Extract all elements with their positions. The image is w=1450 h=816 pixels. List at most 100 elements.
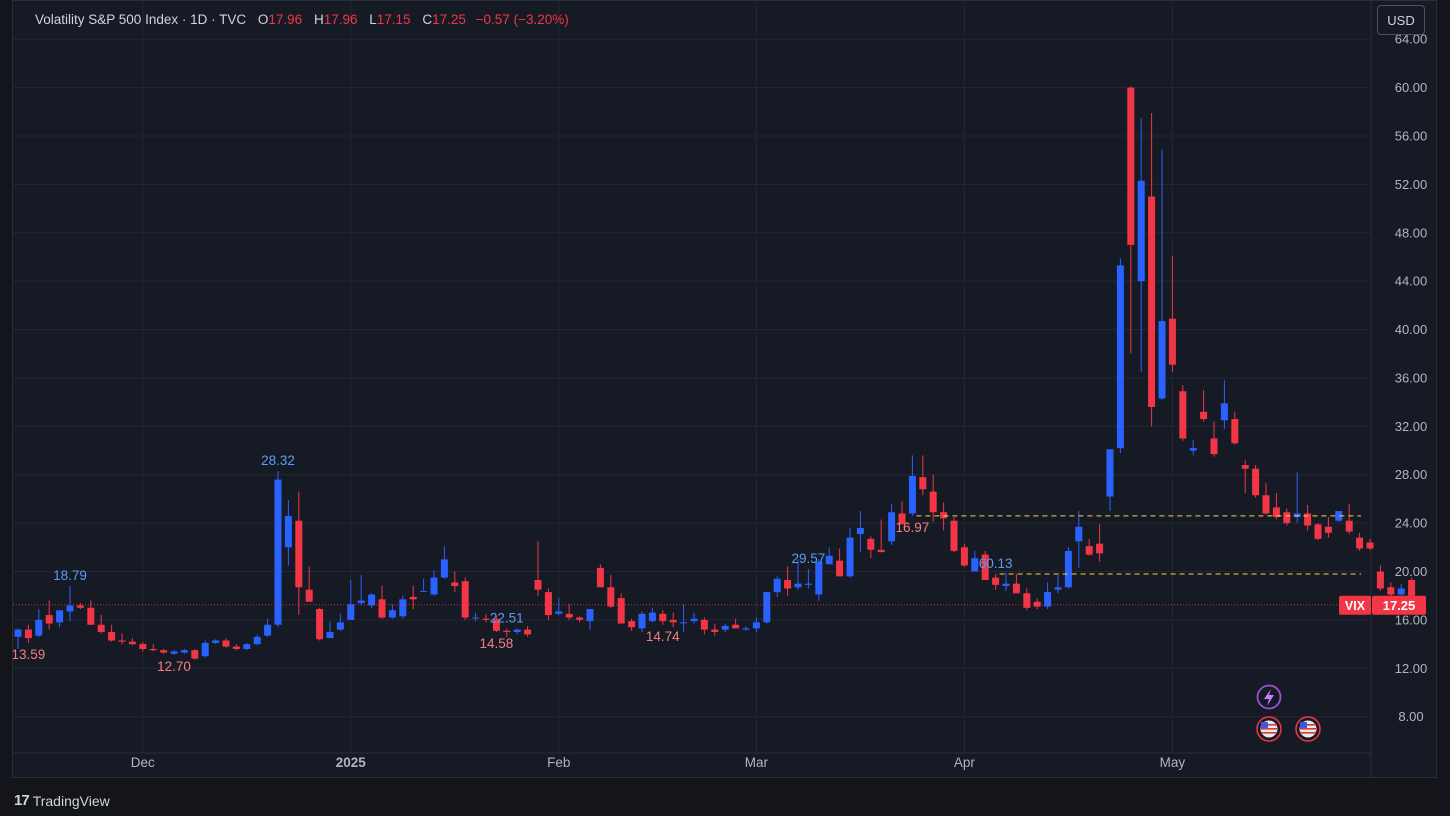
candle-body[interactable]: [1064, 550, 1072, 588]
candle-body[interactable]: [784, 579, 792, 589]
candle-body[interactable]: [607, 587, 615, 607]
candle-body[interactable]: [1148, 196, 1156, 407]
candle-body[interactable]: [170, 651, 178, 654]
tradingview-footer[interactable]: 17 TradingView: [14, 792, 110, 809]
candle-body[interactable]: [420, 590, 428, 592]
candle-body[interactable]: [336, 622, 344, 630]
candle-body[interactable]: [243, 644, 251, 649]
candle-body[interactable]: [1012, 583, 1020, 594]
candle-body[interactable]: [1085, 546, 1093, 555]
candle-body[interactable]: [971, 558, 979, 572]
candle-body[interactable]: [284, 515, 292, 548]
candle-body[interactable]: [815, 561, 823, 595]
candle-body[interactable]: [180, 650, 188, 653]
candle-body[interactable]: [638, 613, 646, 629]
candle-body[interactable]: [1200, 411, 1208, 420]
candle-body[interactable]: [1387, 587, 1395, 595]
candle-body[interactable]: [1044, 592, 1052, 607]
candle-body[interactable]: [960, 547, 968, 566]
candle-body[interactable]: [326, 632, 334, 639]
candle-body[interactable]: [690, 618, 698, 622]
candle-body[interactable]: [274, 479, 282, 625]
candle-body[interactable]: [409, 596, 417, 600]
candle-body[interactable]: [503, 630, 511, 633]
candle-body[interactable]: [24, 629, 32, 639]
candle-body[interactable]: [1397, 588, 1405, 595]
candle-body[interactable]: [1210, 438, 1218, 455]
candle-body[interactable]: [368, 594, 376, 606]
candle-body[interactable]: [773, 578, 781, 593]
candle-body[interactable]: [1033, 601, 1041, 607]
candle-body[interactable]: [1408, 579, 1416, 596]
candle-body[interactable]: [856, 527, 864, 535]
candle-body[interactable]: [617, 598, 625, 624]
candle-body[interactable]: [108, 632, 116, 641]
candle-body[interactable]: [1241, 465, 1249, 469]
candle-body[interactable]: [212, 640, 220, 643]
candle-body[interactable]: [700, 619, 708, 630]
candle-body[interactable]: [648, 612, 656, 622]
candle-body[interactable]: [316, 609, 324, 640]
candle-body[interactable]: [357, 600, 365, 603]
candle-body[interactable]: [898, 513, 906, 525]
candle-body[interactable]: [742, 628, 750, 630]
candle-body[interactable]: [950, 520, 958, 551]
candle-body[interactable]: [1335, 511, 1343, 521]
candle-body[interactable]: [232, 646, 240, 649]
candle-body[interactable]: [586, 609, 594, 622]
candle-body[interactable]: [347, 604, 355, 620]
candle-body[interactable]: [149, 648, 157, 651]
candle-body[interactable]: [14, 629, 22, 637]
candle-body[interactable]: [524, 629, 532, 635]
candlestick-chart[interactable]: 8.00 12.00 16.00 20.00 24.00 28.00 32.00 36.00 4…: [13, 1, 1436, 777]
candle-body[interactable]: [981, 554, 989, 580]
candle-body[interactable]: [388, 610, 396, 618]
candle-body[interactable]: [1054, 587, 1062, 590]
candle-body[interactable]: [565, 613, 573, 618]
candle-body[interactable]: [836, 560, 844, 577]
candle-body[interactable]: [711, 629, 719, 633]
candle-body[interactable]: [253, 636, 261, 645]
candle-body[interactable]: [305, 589, 313, 602]
candle-body[interactable]: [1075, 526, 1083, 542]
candle-body[interactable]: [1116, 265, 1124, 449]
candle-body[interactable]: [1345, 520, 1353, 532]
candle-body[interactable]: [97, 624, 105, 633]
candle-body[interactable]: [472, 617, 480, 619]
price-chart[interactable]: 8.00 12.00 16.00 20.00 24.00 28.00 32.00 36.00 4…: [12, 0, 1437, 778]
candle-body[interactable]: [191, 650, 199, 659]
candle-body[interactable]: [1314, 524, 1322, 539]
candle-body[interactable]: [201, 642, 209, 657]
candle-body[interactable]: [929, 491, 937, 513]
candle-body[interactable]: [1366, 542, 1374, 549]
candle-body[interactable]: [721, 625, 729, 630]
candle-body[interactable]: [534, 579, 542, 590]
candle-body[interactable]: [461, 581, 469, 618]
candle-body[interactable]: [492, 618, 500, 631]
candle-body[interactable]: [513, 629, 521, 633]
candle-body[interactable]: [66, 605, 74, 612]
candle-body[interactable]: [139, 644, 147, 649]
candle-body[interactable]: [804, 583, 812, 585]
candle-body[interactable]: [87, 607, 95, 625]
candle-body[interactable]: [763, 592, 771, 623]
candle-body[interactable]: [669, 619, 677, 623]
candle-body[interactable]: [908, 475, 916, 514]
candle-body[interactable]: [888, 512, 896, 542]
candle-body[interactable]: [1189, 448, 1197, 451]
candle-body[interactable]: [430, 577, 438, 595]
candle-body[interactable]: [1158, 321, 1166, 399]
candle-body[interactable]: [1376, 571, 1384, 589]
candle-body[interactable]: [1304, 513, 1312, 526]
candle-body[interactable]: [1324, 526, 1332, 533]
candle-body[interactable]: [1356, 537, 1364, 549]
candle-body[interactable]: [825, 555, 833, 565]
candle-body[interactable]: [295, 520, 303, 588]
candle-body[interactable]: [794, 583, 802, 588]
candle-body[interactable]: [1272, 507, 1280, 518]
candle-body[interactable]: [992, 577, 1000, 585]
candle-body[interactable]: [160, 650, 168, 653]
candle-body[interactable]: [482, 618, 490, 620]
candle-body[interactable]: [1262, 495, 1270, 514]
currency-button[interactable]: USD: [1377, 5, 1425, 35]
